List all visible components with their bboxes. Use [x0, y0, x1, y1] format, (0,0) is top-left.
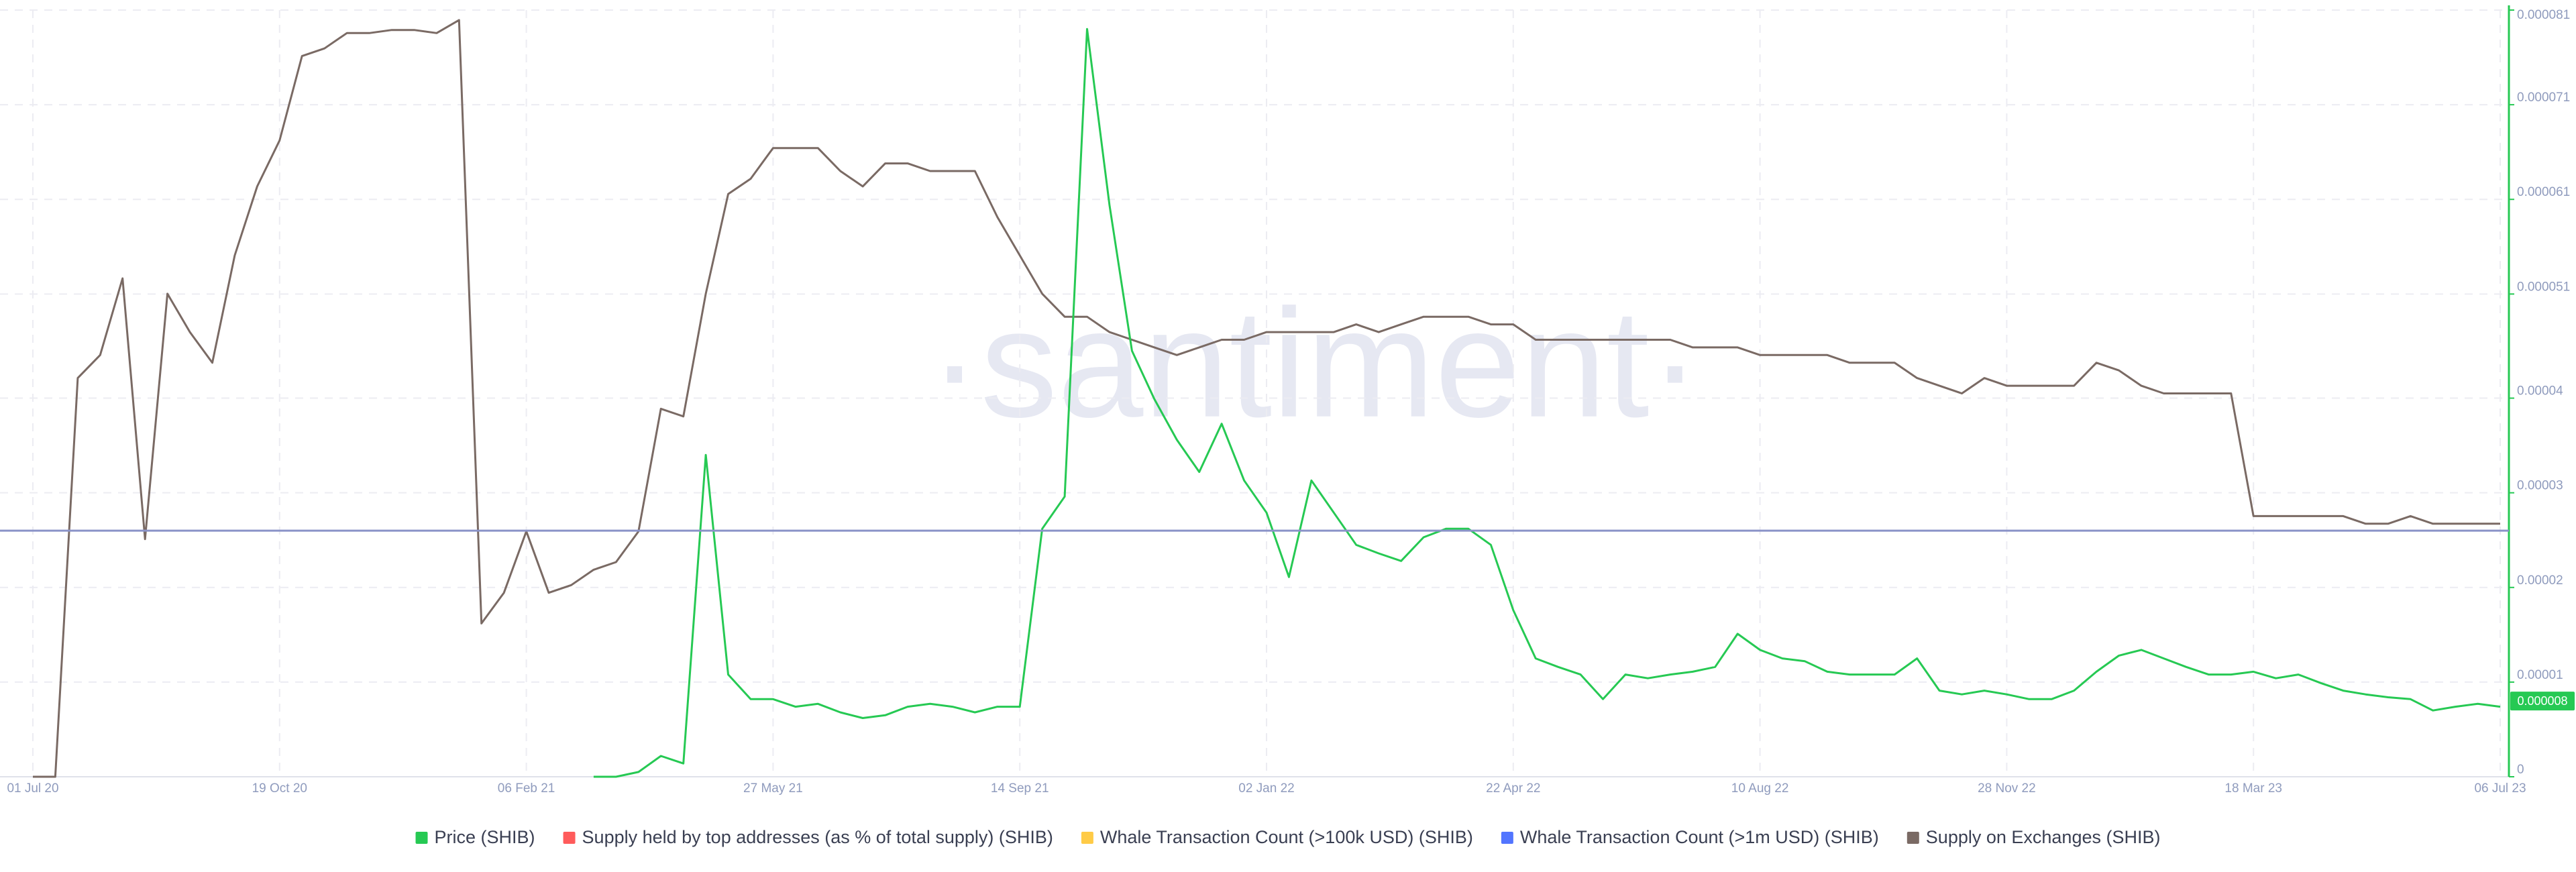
series-line — [593, 28, 2501, 778]
x-tick-label: 10 Aug 22 — [1731, 781, 1789, 796]
legend-label: Price (SHIB) — [435, 827, 535, 847]
current-price-box — [2510, 692, 2575, 711]
y-tick-label: 0 — [2517, 763, 2524, 777]
x-tick-label: 06 Jul 23 — [2474, 781, 2526, 796]
x-tick-label: 22 Apr 22 — [1486, 781, 1540, 796]
y-tick-label: 0.00001 — [2517, 668, 2563, 682]
series-line — [33, 19, 2500, 778]
y-tick-label: 0.00003 — [2517, 479, 2563, 493]
watermark: ·santiment· — [929, 277, 1701, 449]
x-tick-label: 19 Oct 20 — [252, 781, 307, 796]
x-tick-label: 28 Nov 22 — [1978, 781, 2036, 796]
legend-swatch — [1907, 832, 1919, 844]
legend-label: Supply on Exchanges (SHIB) — [1926, 827, 2161, 847]
legend-swatch — [1501, 832, 1513, 844]
y-tick-label: 0.00002 — [2517, 574, 2563, 588]
legend-swatch — [1081, 832, 1093, 844]
y-tick-label: 0.00004 — [2517, 384, 2563, 398]
y-tick-label: 0.000051 — [2517, 280, 2570, 294]
x-tick-label: 01 Jul 20 — [7, 781, 58, 796]
legend-label: Supply held by top addresses (as % of to… — [582, 827, 1053, 847]
x-tick-label: 02 Jan 22 — [1238, 781, 1294, 796]
legend-label: Whale Transaction Count (>1m USD) (SHIB) — [1520, 827, 1879, 847]
legend-label: Whale Transaction Count (>100k USD) (SHI… — [1100, 827, 1473, 847]
current-price-label: 0.000008 — [2517, 694, 2567, 708]
y-tick-label: 0.000081 — [2517, 8, 2570, 22]
x-tick-label: 06 Feb 21 — [498, 781, 555, 796]
legend-swatch — [415, 832, 428, 844]
legend: Price (SHIB) Supply held by top addresses… — [415, 827, 2161, 847]
x-tick-label: 27 May 21 — [743, 781, 803, 796]
x-tick-label: 18 Mar 23 — [2224, 781, 2282, 796]
legend-swatch — [563, 832, 576, 844]
y-tick-label: 0.000071 — [2517, 91, 2570, 105]
y-tick-label: 0.000061 — [2517, 185, 2570, 199]
x-tick-label: 14 Sep 21 — [991, 781, 1049, 796]
